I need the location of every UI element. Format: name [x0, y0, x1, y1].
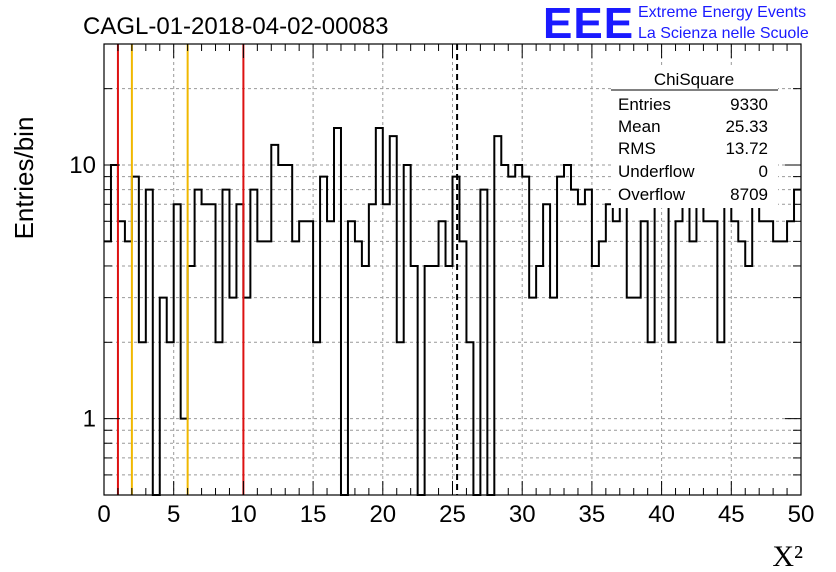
stats-value: 25.33 [725, 117, 768, 136]
cut-lines [116, 44, 459, 495]
stats-value: 0 [759, 162, 768, 181]
x-tick-label: 20 [369, 501, 396, 528]
stats-label: Entries [618, 95, 671, 114]
stats-label: Mean [618, 117, 661, 136]
histogram-bars [104, 126, 801, 496]
x-axis-label: X² [772, 540, 803, 572]
x-tick-label: 25 [439, 501, 466, 528]
y-axis-label: Entries/bin [9, 117, 39, 240]
x-tick-label: 50 [788, 501, 815, 528]
stats-value: 8709 [730, 185, 768, 204]
x-tick-label: 40 [648, 501, 675, 528]
x-tick-label: 0 [97, 501, 110, 528]
brand-line-1: Extreme Energy Events [638, 4, 807, 21]
y-axis: 1 10 [69, 43, 801, 476]
histogram-outline [104, 126, 801, 496]
x-tick-label: 45 [718, 501, 745, 528]
chart-title: CAGL-01-2018-04-02-00083 [83, 13, 389, 40]
y-tick-label: 10 [69, 152, 96, 179]
brand-line-2: La Scienza nelle Scuole [638, 25, 809, 42]
x-tick-label: 15 [300, 501, 327, 528]
eee-logo: EEE [543, 0, 635, 48]
x-tick-label: 10 [230, 501, 257, 528]
stats-label: RMS [618, 139, 656, 158]
x-tick-label: 30 [509, 501, 536, 528]
stats-box: ChiSquare Entries 9330 Mean 25.33 RMS 13… [611, 66, 778, 208]
x-tick-label: 5 [167, 501, 180, 528]
stats-label: Underflow [618, 162, 695, 181]
stats-title: ChiSquare [654, 70, 734, 89]
stats-value: 9330 [730, 95, 768, 114]
x-axis: 0 5 10 15 20 25 30 35 40 45 50 [97, 44, 814, 528]
stats-value: 13.72 [725, 139, 768, 158]
eee-brand: EEE Extreme Energy Events La Scienza nel… [543, 2, 833, 46]
y-tick-label: 1 [83, 406, 96, 433]
x-tick-label: 35 [579, 501, 606, 528]
stats-label: Overflow [618, 185, 686, 204]
